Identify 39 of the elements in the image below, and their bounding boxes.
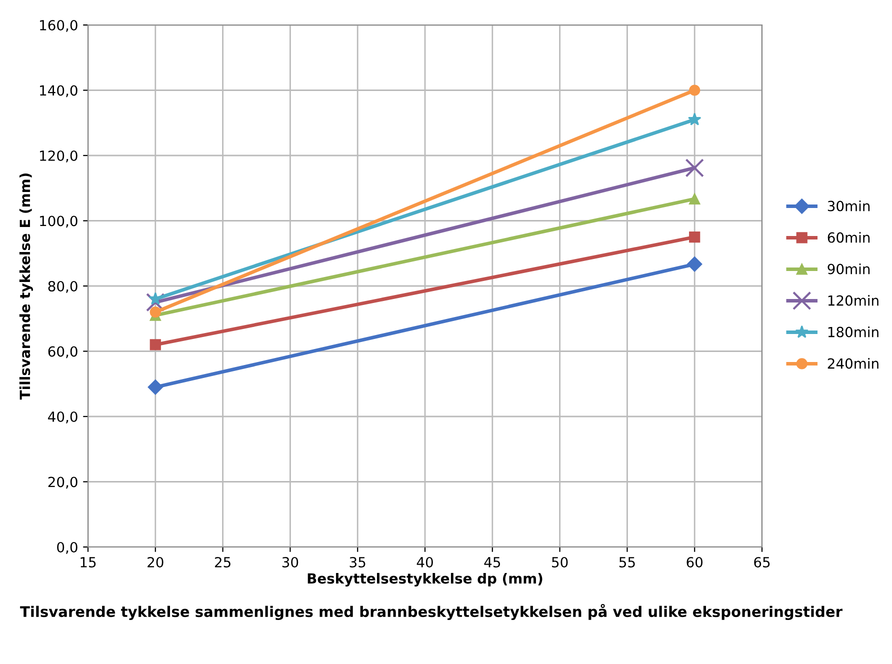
x-tick-label: 25 [214,556,230,568]
y-tick-label: 0,0 [57,542,78,554]
x-tick-label: 65 [754,556,770,568]
y-tick-label: 100,0 [40,216,78,228]
point [148,380,163,395]
point [689,84,700,96]
x-tick-label: 60 [686,556,703,568]
y-tick-label: 160,0 [40,20,78,32]
x-tick-label: 35 [350,556,366,568]
y-tick-label: 120,0 [40,150,78,162]
x-tick-label: 20 [148,556,164,568]
legend-label: 90min [828,264,870,274]
point [685,158,704,178]
y-tick-label: 140,0 [40,85,78,98]
point [150,339,161,350]
x-tick-label: 30 [282,556,298,568]
point [689,193,700,204]
y-axis-title: Tillsvarende tykkelse E (mm) [19,174,33,400]
point [687,256,702,272]
y-tick-label: 80,0 [48,280,78,293]
y-tick-label: 20,0 [48,476,78,489]
point [688,112,702,126]
x-tick-label: 55 [619,557,635,568]
x-tick-label: 45 [484,557,500,568]
x-tick-label: 40 [416,556,433,568]
legend-label: 240min [828,358,878,369]
legend-label: 120min [828,295,878,306]
text: Tilsvarende tykkelse sammenlignes med brannbeskyttelsetykkelsen på ved ulike eksponeringstider [20,604,842,620]
legend-label: 180min [828,326,878,338]
x-tick-label: 15 [80,557,96,568]
y-tick-label: 60,0 [48,346,78,358]
y-tick-label: 40,0 [48,411,78,424]
legend-label: 60min [828,232,870,243]
point [146,292,165,312]
x-tick-label: 50 [552,556,568,568]
point [150,306,161,318]
legend-label: 30min [828,200,870,212]
x-axis-title: Beskyttelsestykkelse dp (mm) [308,572,542,586]
point [689,232,700,243]
